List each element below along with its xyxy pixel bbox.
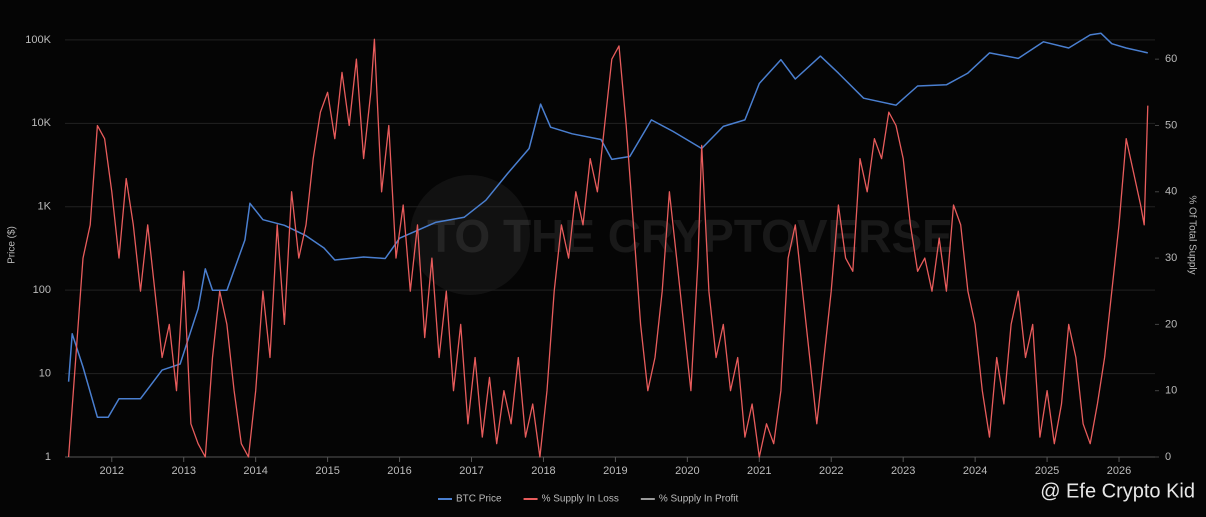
- y2-axis-title: % Of Total Supply: [1186, 195, 1197, 274]
- x-tick-label: 2014: [243, 465, 267, 477]
- y2-tick-label: 50: [1165, 119, 1177, 131]
- y-tick-label: 100K: [25, 34, 51, 46]
- x-tick-label: 2012: [100, 465, 124, 477]
- legend-label: % Supply In Loss: [542, 494, 619, 505]
- x-tick-label: 2023: [891, 465, 915, 477]
- y2-tick-label: 10: [1165, 385, 1177, 397]
- x-tick-label: 2022: [819, 465, 843, 477]
- y-tick-label: 10: [39, 367, 51, 379]
- y2-tick-label: 40: [1165, 186, 1177, 198]
- watermark: TO THE CRYPTOVERSE: [427, 210, 953, 262]
- y2-tick-label: 30: [1165, 252, 1177, 264]
- series-line: [67, 38, 1149, 458]
- legend-label: % Supply In Profit: [659, 494, 739, 505]
- y2-tick-label: 60: [1165, 53, 1177, 65]
- x-tick-label: 2020: [675, 465, 699, 477]
- x-tick-label: 2024: [963, 465, 987, 477]
- watermark-logo: [410, 175, 530, 295]
- x-tick-label: 2013: [171, 465, 195, 477]
- x-tick-label: 2016: [387, 465, 411, 477]
- x-tick-label: 2025: [1035, 465, 1059, 477]
- y-tick-label: 10K: [31, 117, 51, 129]
- y2-tick-label: 20: [1165, 318, 1177, 330]
- y-tick-label: 100: [33, 284, 51, 296]
- y2-tick-label: 0: [1165, 451, 1171, 463]
- x-tick-label: 2021: [747, 465, 771, 477]
- series-line: [67, 32, 1148, 418]
- y-tick-label: 1K: [38, 201, 52, 213]
- y-axis-title: Price ($): [7, 226, 18, 264]
- x-tick-label: 2018: [531, 465, 555, 477]
- y-tick-label: 1: [45, 451, 51, 463]
- x-tick-label: 2026: [1107, 465, 1131, 477]
- x-tick-label: 2015: [315, 465, 339, 477]
- legend-label: BTC Price: [456, 494, 502, 505]
- x-tick-label: 2017: [459, 465, 483, 477]
- credit: @ Efe Crypto Kid: [1040, 480, 1195, 502]
- x-tick-label: 2019: [603, 465, 627, 477]
